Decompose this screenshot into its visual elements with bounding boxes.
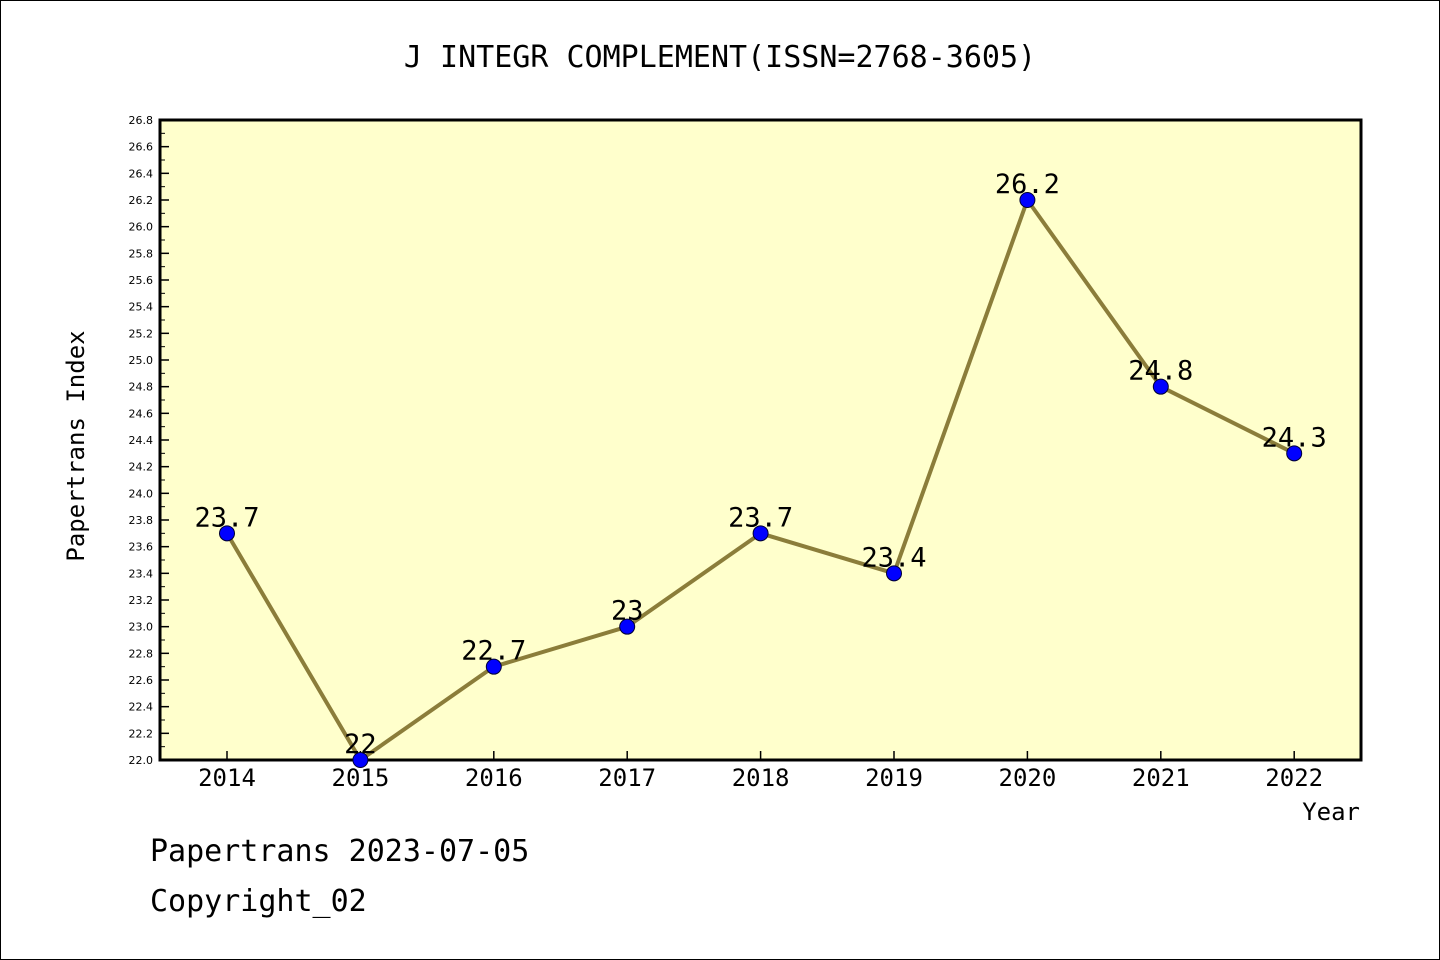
y-tick-label: 22.4 [129,701,154,714]
chart-title: J INTEGR COMPLEMENT(ISSN=2768-3605) [404,40,1036,75]
data-label: 23 [611,596,644,627]
data-label: 22.7 [461,636,526,667]
data-point [1019,192,1036,208]
y-axis: 22.0 22.2 22.4 22.6 22.8 23.0 23.2 23.4 23.6 23.8… [129,114,169,767]
data-label: 22 [344,729,377,760]
x-tick-label: 2021 [1132,764,1190,792]
x-tick-label: 2016 [465,764,523,792]
data-label: 23.7 [194,502,259,533]
y-tick-label: 23.6 [129,541,154,554]
y-axis-label: Papertrans Index [62,330,90,561]
x-tick-label: 2022 [1265,764,1323,792]
plot-area [158,118,1363,762]
x-tick-label: 2015 [332,764,390,792]
data-point [1152,378,1169,395]
x-tick-label: 2019 [865,764,923,792]
footer-date: Papertrans 2023-07-05 [150,834,530,869]
y-tick-label: 25.2 [129,327,154,340]
data-point [886,565,902,582]
y-tick-label: 22.6 [129,674,154,687]
y-tick-label: 24.4 [129,434,154,447]
data-label: 23.7 [728,502,793,533]
data-label: 24.3 [1262,422,1327,453]
y-tick-label: 22.8 [129,647,154,660]
data-point [219,525,235,542]
data-point [485,658,502,675]
y-tick-label: 24.2 [129,461,154,474]
y-tick-label: 24.6 [129,407,154,420]
data-point [352,752,369,768]
y-tick-label: 25.8 [129,247,154,260]
data-point [752,525,769,542]
data-label: 23.4 [861,542,926,573]
y-tick-label: 25.0 [129,354,154,367]
footer-copyright: Copyright_02 [150,884,367,919]
y-tick-label: 26.2 [129,194,154,207]
x-axis-label: Year [1302,798,1360,826]
y-tick-label: 26.6 [129,141,154,154]
y-tick-label: 24.8 [129,381,154,394]
x-tick-label: 2014 [198,764,256,792]
y-tick-label: 22.0 [129,754,154,767]
y-tick-label: 22.2 [129,727,154,740]
y-tick-label: 24.0 [129,487,154,500]
y-tick-label: 23.4 [129,567,154,580]
data-label: 24.8 [1128,356,1193,387]
x-tick-label: 2017 [598,764,656,792]
y-tick-label: 26.4 [129,167,154,180]
data-point [619,618,636,635]
data-label: 26.2 [995,169,1060,200]
y-tick-label: 25.6 [129,274,154,287]
data-point [1286,445,1303,462]
y-tick-label: 23.0 [129,621,154,634]
x-axis: 2014 2015 2016 2017 2018 2019 2020 2021 2022 [198,751,1323,792]
y-tick-label: 23.2 [129,594,154,607]
y-tick-label: 23.8 [129,514,154,527]
x-tick-label: 2018 [732,764,790,792]
y-tick-label: 26.8 [129,114,154,127]
y-tick-label: 26.0 [129,221,154,234]
series: 23.7 22 22.7 23 23.7 23.4 26.2 24.8 24.3 [194,169,1327,768]
x-tick-label: 2020 [999,764,1057,792]
y-tick-label: 25.4 [129,301,154,314]
